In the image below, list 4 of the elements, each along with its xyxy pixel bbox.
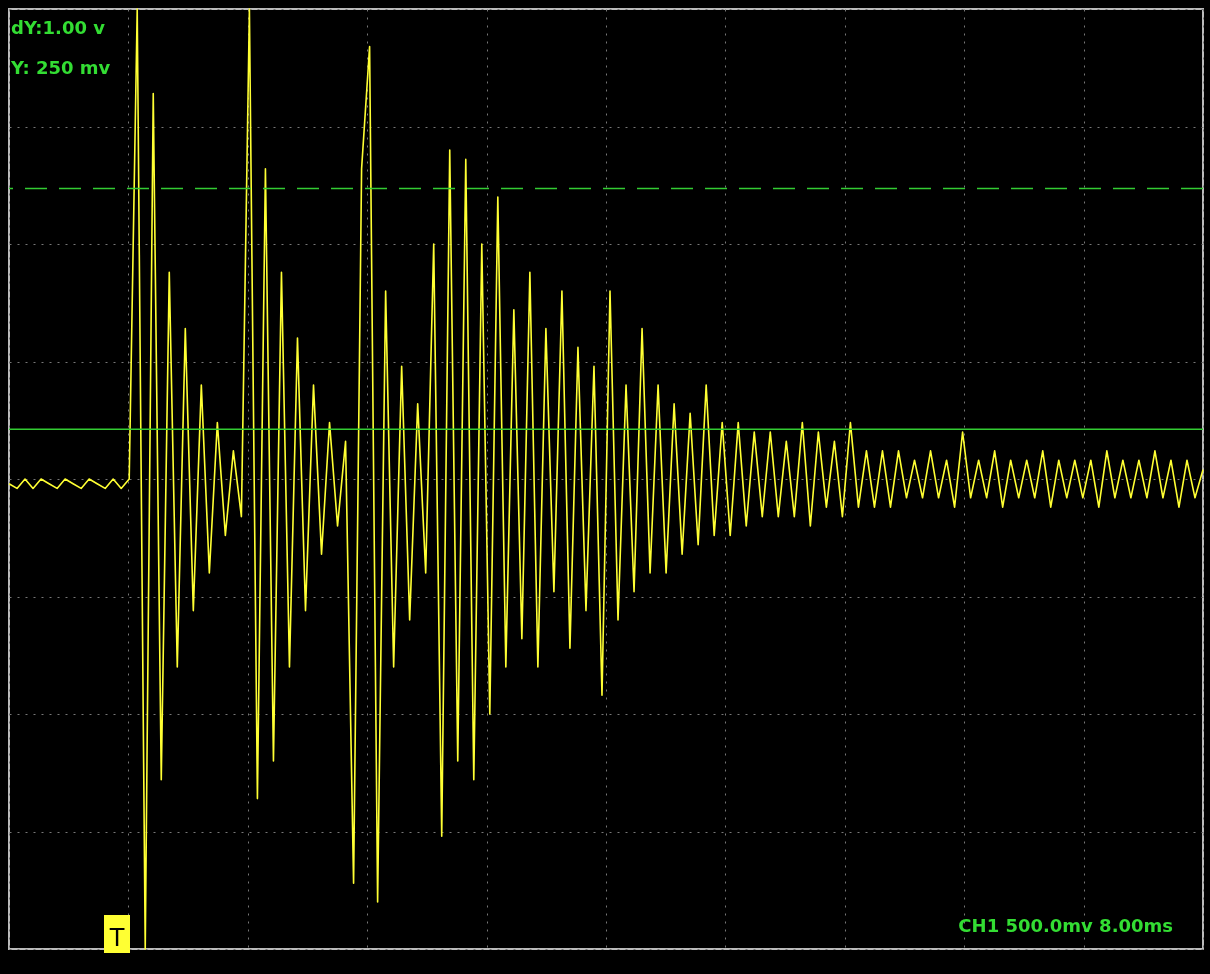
annotation: T <box>108 924 125 952</box>
annotation: dY:1.00 v <box>11 17 106 38</box>
annotation: CH1 500.0mv 8.00ms <box>958 915 1173 936</box>
annotation: Y: 250 mv <box>10 57 111 78</box>
